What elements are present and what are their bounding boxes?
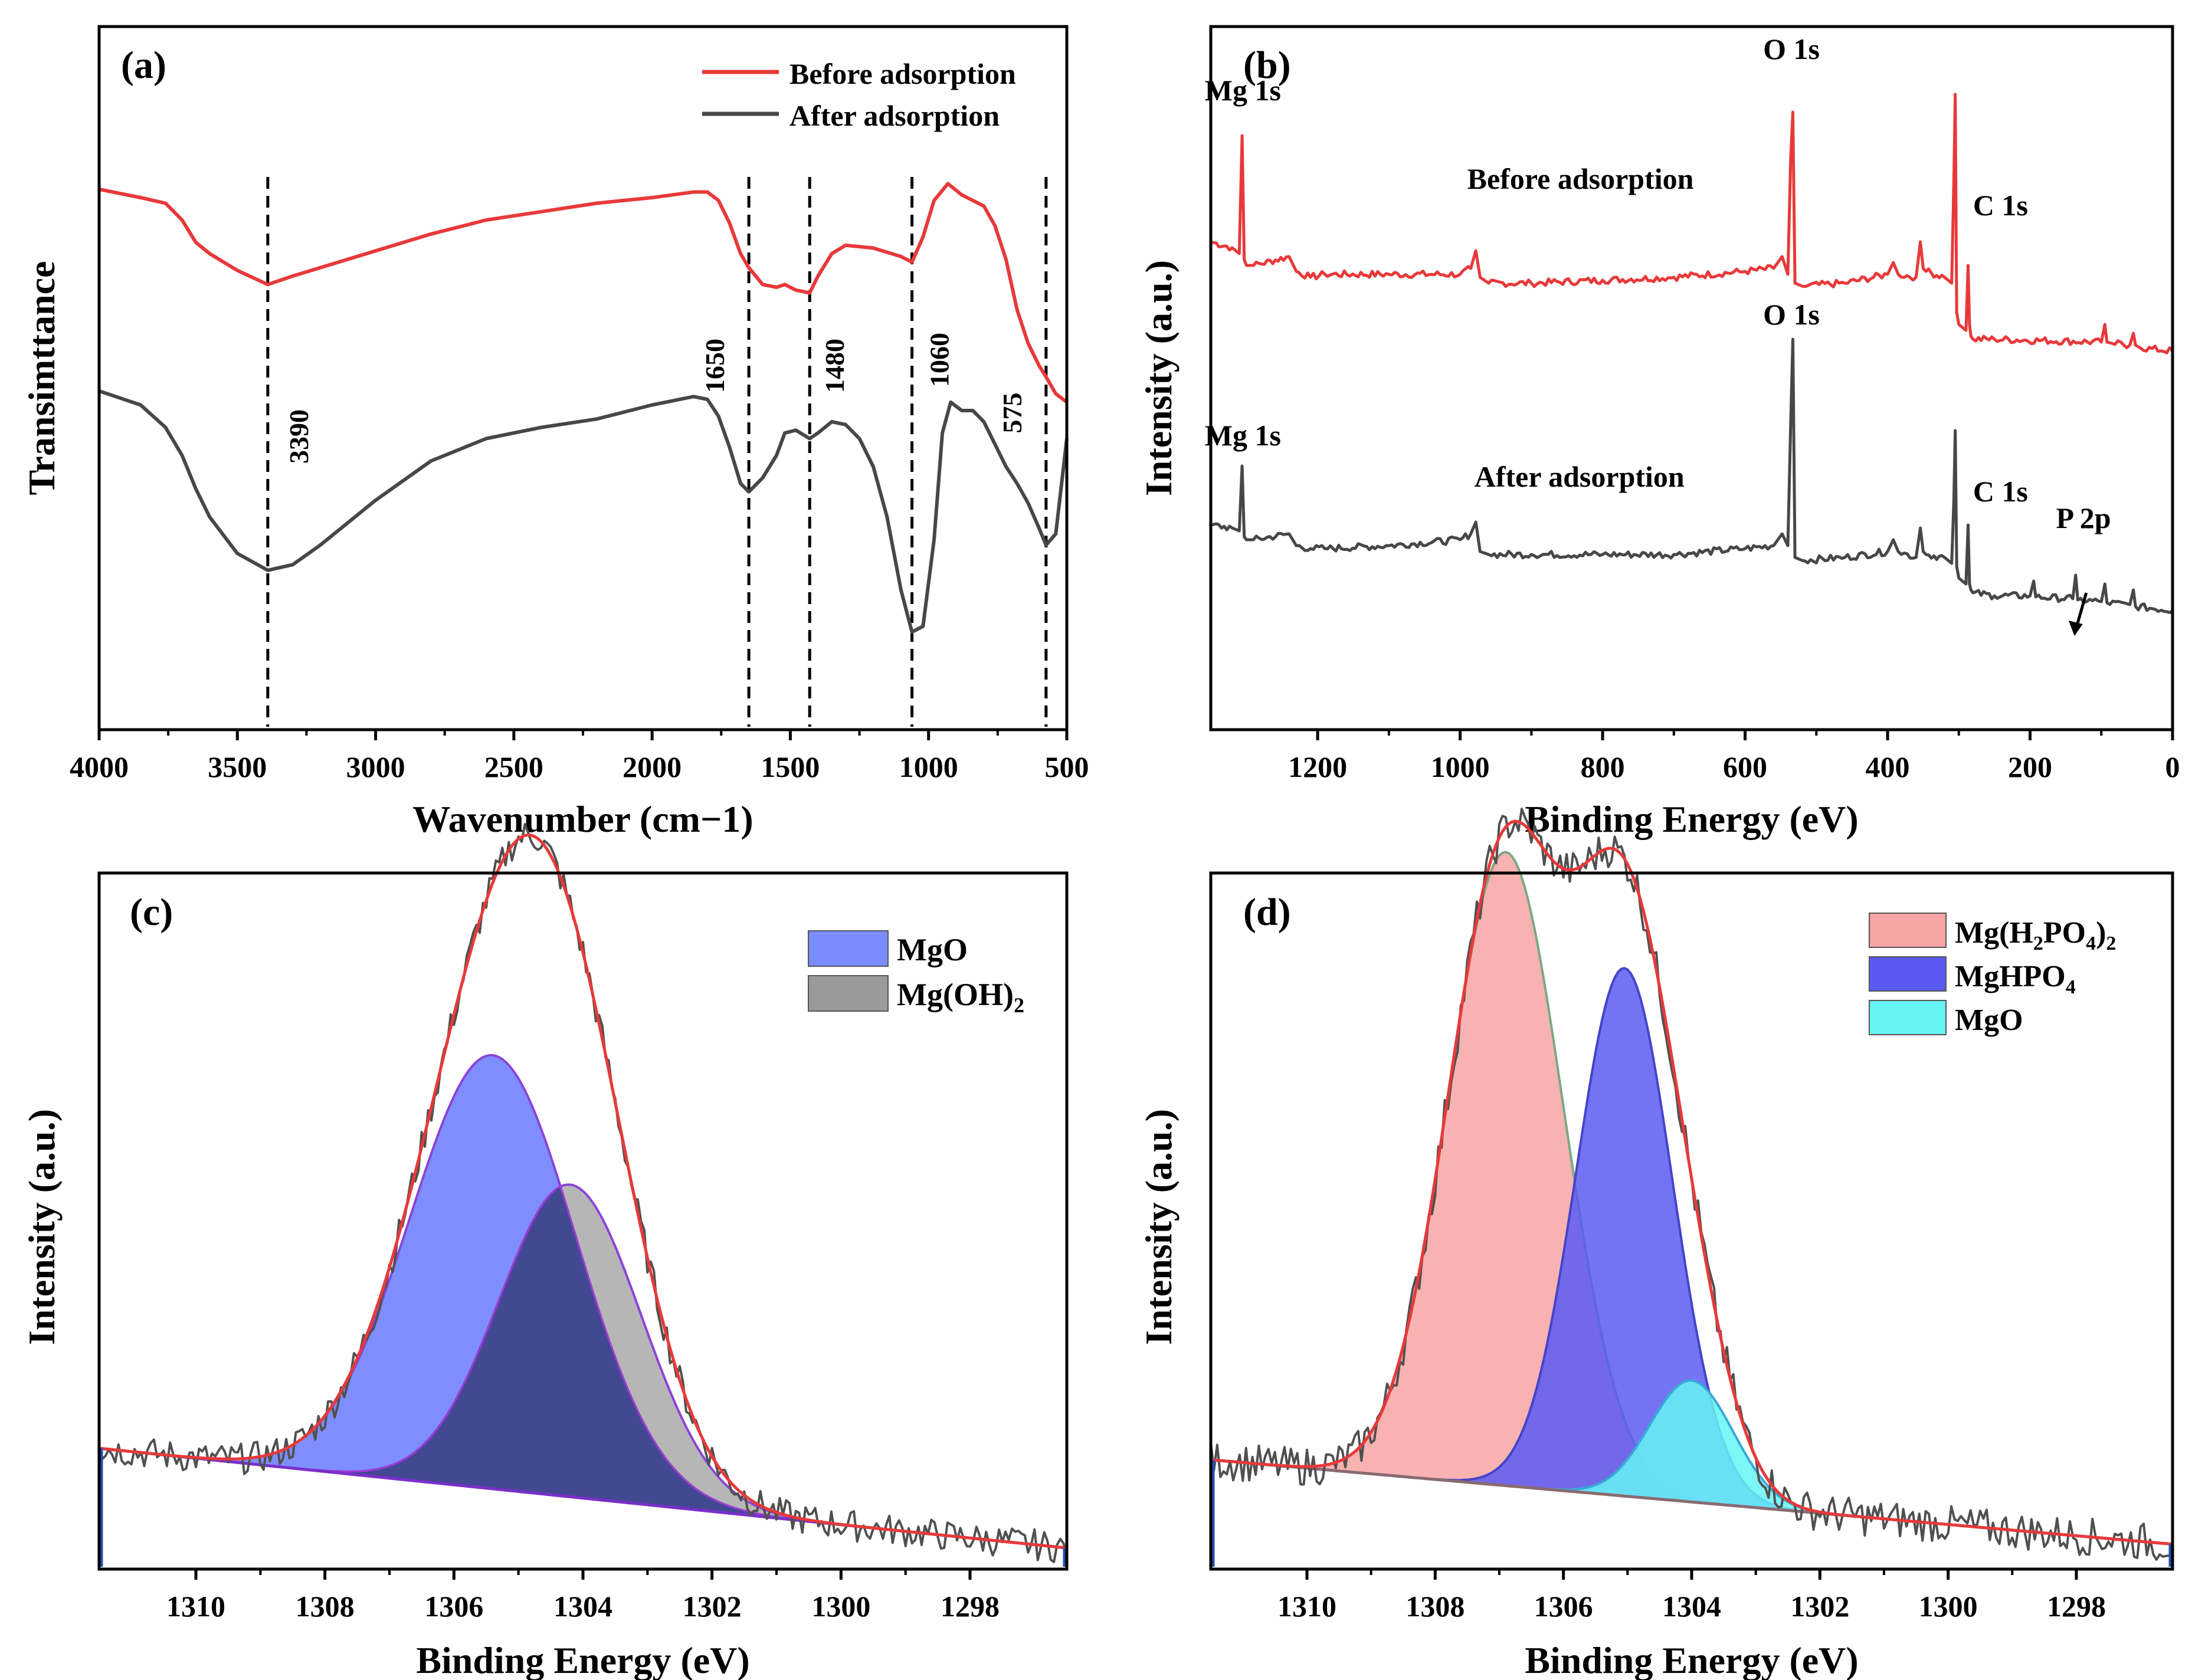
- panel-d-y-label: Intensity (a.u.): [1138, 1109, 1180, 1345]
- series-after-adsorption: [1210, 337, 2174, 614]
- legend-swatch-mgh2po4: [1869, 913, 1947, 948]
- panel-d-x-axis: 1310 1308 1306 1304 1302 1300 1298: [1277, 1569, 2106, 1623]
- x-tick-label: 1500: [761, 750, 820, 783]
- x-tick-label: 0: [2165, 750, 2180, 783]
- spectrum-annotation: Mg 1s: [1205, 74, 1281, 107]
- panel-c-y-label: Intensity (a.u.): [21, 1109, 63, 1345]
- panel-a-legend: Before adsorption After adsorption: [702, 57, 1016, 132]
- legend-label-mgo: MgO: [897, 932, 968, 967]
- x-tick-label: 400: [1866, 750, 1910, 783]
- x-tick-label: 1298: [941, 1590, 1000, 1623]
- spectrum-annotation: C 1s: [1973, 189, 2028, 222]
- panel-c-legend: MgO Mg(OH)2: [808, 930, 1024, 1017]
- panel-b-label: (b): [1243, 44, 1291, 87]
- legend-label-after: After adsorption: [789, 99, 1000, 132]
- x-tick-label: 1308: [1405, 1590, 1464, 1623]
- x-tick-label: 2500: [484, 750, 543, 783]
- panel-b: (b) 1200 1000 800 600 400 200 0 Binding Energy…: [1138, 25, 2180, 840]
- panel-a-x-label: Wavenumber (cm−1): [412, 798, 753, 840]
- panel-b-annotations: Mg 1s Before adsorption O 1s C 1s O 1s Mg 1s A…: [1205, 32, 2111, 636]
- panel-b-plot-area: [1210, 93, 2174, 614]
- series-before-adsorption: [1210, 93, 2174, 355]
- x-tick-label: 200: [2008, 750, 2052, 783]
- legend-label-mgoh2: Mg(OH)2: [897, 977, 1024, 1017]
- spectrum-annotation: Mg 1s: [1205, 419, 1281, 452]
- panel-b-x-label: Binding Energy (eV): [1525, 798, 1858, 840]
- panel-a: 3390 1650 1480 1060 575 (a) 4000 3500 3000 2500…: [21, 25, 1089, 840]
- panel-c-x-axis: 1310 1308 1306 1304 1302 1300 1298: [166, 1569, 1000, 1623]
- spectrum-annotation: P 2p: [2056, 501, 2111, 534]
- x-tick-label: 1302: [683, 1590, 742, 1623]
- panel-a-x-axis: 4000 3500 3000 2500 2000 1500 1000 500: [70, 730, 1089, 783]
- panel-c-x-label: Binding Energy (eV): [416, 1639, 749, 1680]
- legend-swatch-mgo-d: [1869, 1000, 1947, 1035]
- panel-b-y-label: Intensity (a.u.): [1138, 260, 1180, 496]
- x-tick-label: 1300: [811, 1590, 870, 1623]
- x-tick-label: 3000: [346, 750, 405, 783]
- x-tick-label: 600: [1723, 750, 1767, 783]
- series-before-adsorption: [99, 182, 1068, 404]
- x-tick-label: 1304: [1662, 1590, 1721, 1623]
- legend-label-mgo-d: MgO: [1955, 1003, 2023, 1037]
- x-tick-label: 800: [1581, 750, 1625, 783]
- p2p-arrow-head: [2068, 621, 2083, 636]
- series-after-adsorption: [99, 389, 1069, 634]
- x-tick-label: 1302: [1790, 1590, 1849, 1623]
- legend-swatch-mgoh2: [808, 975, 889, 1012]
- panel-d-label: (d): [1243, 891, 1291, 934]
- panel-c-label: (c): [130, 891, 173, 934]
- peak-label: 1480: [820, 339, 850, 393]
- raw-spectrum: [99, 823, 1068, 1564]
- panel-a-y-label: Transimttance: [21, 261, 63, 496]
- peak-label: 1060: [925, 333, 955, 387]
- panel-a-label: (a): [121, 44, 166, 87]
- x-tick-label: 3500: [208, 750, 267, 783]
- x-tick-label: 4000: [70, 750, 129, 783]
- spectrum-annotation: O 1s: [1763, 298, 1820, 331]
- x-tick-label: 1310: [1277, 1590, 1336, 1623]
- panel-a-plot-area: 3390 1650 1480 1060 575: [99, 177, 1069, 727]
- spectrum-annotation: O 1s: [1763, 32, 1820, 65]
- peak-label: 3390: [284, 409, 314, 464]
- legend-label-mgh2po4: Mg(H2PO4)2: [1955, 916, 2116, 954]
- x-tick-label: 1304: [553, 1590, 612, 1623]
- panel-b-x-axis: 1200 1000 800 600 400 200 0: [1288, 730, 2180, 783]
- x-tick-label: 1000: [899, 750, 958, 783]
- x-tick-label: 1306: [1534, 1590, 1593, 1623]
- panel-c: (c) 1310 1308 1306 1304 1302 1300 1298 Binding…: [21, 823, 1069, 1680]
- legend-label-before: Before adsorption: [789, 57, 1016, 90]
- spectrum-annotation: After adsorption: [1475, 460, 1685, 493]
- legend-label-mghpo4: MgHPO4: [1955, 960, 2076, 998]
- peak-label: 1650: [700, 339, 730, 393]
- panel-d: (d) 1310 1308 1306 1304 1302 1300 1298 Binding…: [1138, 808, 2174, 1680]
- x-tick-label: 2000: [622, 750, 682, 783]
- panel-d-legend: Mg(H2PO4)2 MgHPO4 MgO: [1869, 913, 2116, 1037]
- x-tick-label: 1310: [166, 1590, 225, 1623]
- spectrum-annotation: C 1s: [1973, 475, 2028, 508]
- x-tick-label: 1200: [1288, 750, 1347, 783]
- x-tick-label: 500: [1045, 750, 1089, 783]
- x-tick-label: 1000: [1431, 750, 1490, 783]
- spectrum-annotation: Before adsorption: [1467, 162, 1694, 195]
- legend-swatch-mgo: [808, 930, 889, 967]
- fit-envelope: [99, 833, 1067, 1550]
- legend-swatch-mghpo4: [1869, 956, 1947, 992]
- x-tick-label: 1298: [2047, 1590, 2106, 1623]
- panel-d-x-label: Binding Energy (eV): [1525, 1639, 1858, 1680]
- panel-d-plot-area: [1210, 808, 2174, 1567]
- fit-envelope: [1210, 819, 2173, 1546]
- x-tick-label: 1306: [424, 1590, 483, 1623]
- panel-c-plot-area: [98, 823, 1068, 1567]
- panel-b-frame: [1209, 25, 2174, 731]
- x-tick-label: 1308: [296, 1590, 355, 1623]
- x-tick-label: 1300: [1919, 1590, 1978, 1623]
- peak-label: 575: [997, 393, 1027, 434]
